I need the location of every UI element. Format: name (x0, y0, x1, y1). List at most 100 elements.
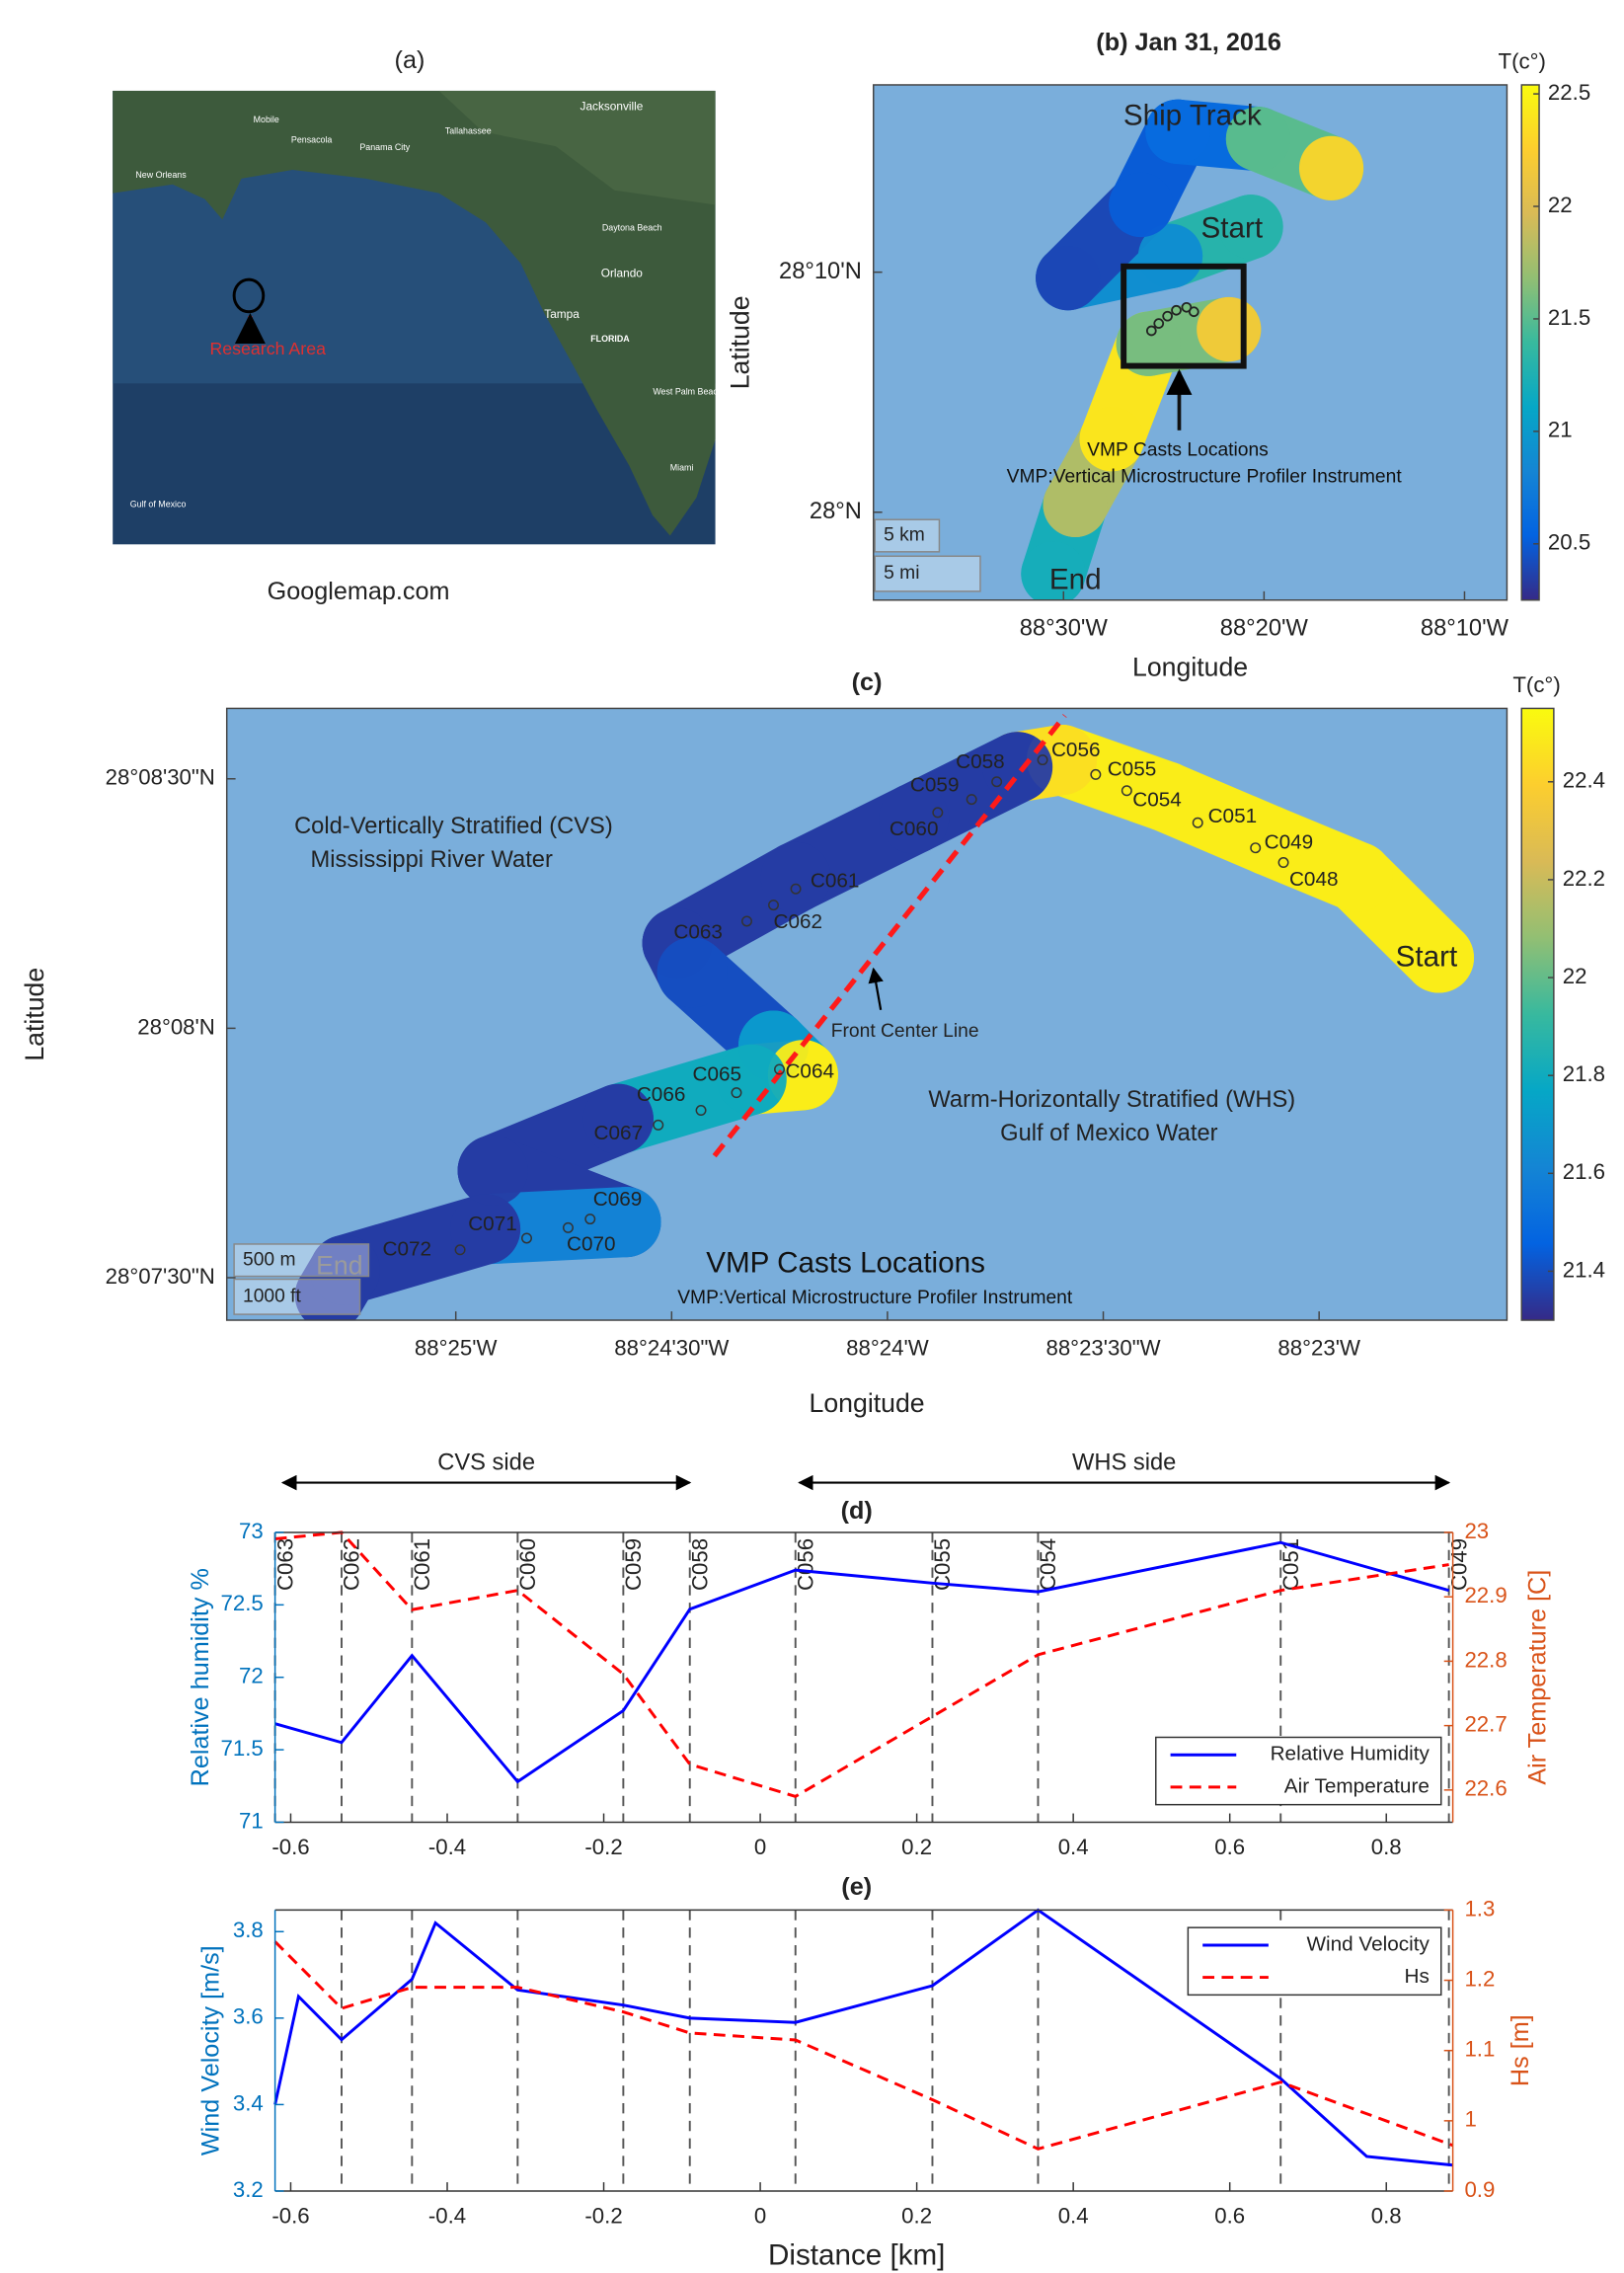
x-tick-label: 0.6 (1214, 2204, 1245, 2229)
series-line (274, 1540, 1450, 1784)
y-tick-label: 73 (239, 1519, 264, 1543)
x-tick-label: 0.8 (1371, 1835, 1402, 1859)
track-point (590, 1187, 661, 1258)
side-label: WHS side (1072, 1450, 1176, 1476)
cast-point (1250, 842, 1262, 854)
annotation: End (316, 1251, 362, 1281)
annotation: VMP:Vertical Microstructure Profiler Ins… (1007, 466, 1403, 487)
x-tick-label: 0.2 (901, 2204, 932, 2229)
series-line (273, 1940, 1454, 2151)
cast-point (1192, 817, 1203, 828)
y2-tick-label: 22.7 (1464, 1711, 1507, 1736)
track-point (657, 937, 728, 1008)
cast-point (1277, 857, 1289, 869)
axes-box (873, 84, 1508, 601)
x-tick-label: 0.6 (1214, 1835, 1245, 1859)
cast-label: C049 (1446, 1538, 1471, 1591)
x-axis-label: Longitude (1132, 652, 1248, 681)
y-tick-label: 28°07'30"N (106, 1264, 215, 1289)
panel-a: (a) New Orleans Mobile Pensacola Panama … (113, 46, 723, 605)
cast-point (454, 1244, 466, 1256)
legend-box (1155, 1736, 1442, 1806)
x-tick-label: 88°23'30"W (1045, 1336, 1160, 1361)
place-label: FLORIDA (590, 334, 630, 344)
track-point (1403, 922, 1475, 993)
cast-point (740, 915, 752, 927)
cast-label: C061 (410, 1538, 434, 1591)
track-point (1298, 135, 1364, 201)
cast-label: C051 (1208, 805, 1258, 827)
track-point (1145, 99, 1210, 164)
track-point (879, 783, 950, 854)
cast-label: C058 (687, 1538, 712, 1591)
place-label: Daytona Beach (602, 223, 662, 233)
x-tick-label: 88°25'W (415, 1336, 498, 1361)
colorbar-tick-label: 21 (1548, 418, 1573, 442)
place-label: Jacksonville (580, 99, 644, 113)
y2-tick-label: 1.3 (1464, 1896, 1495, 1920)
annotation: Start (1201, 212, 1264, 245)
y2-axis-label: Air Temperature [C] (1524, 1570, 1552, 1785)
cast-dot (1153, 318, 1165, 329)
panel-title: (a) (395, 46, 425, 74)
colorbar-tick-label: 21.6 (1563, 1159, 1605, 1184)
y-axis-label: Latitude (20, 968, 49, 1061)
y-tick-label: 28°10'N (779, 259, 862, 284)
legend-box (1187, 1926, 1442, 1997)
x-tick-label: -0.4 (428, 2204, 466, 2229)
track-point (1225, 107, 1291, 172)
ship-track (294, 714, 1475, 1321)
x-tick-label: -0.4 (428, 1835, 466, 1859)
y-axis-label: Latitude (725, 295, 754, 389)
x-axis-label: Distance [km] (768, 2239, 945, 2272)
cast-label: C061 (811, 869, 860, 892)
annotation: VMP Casts Locations (706, 1247, 985, 1280)
cast-point (966, 794, 977, 806)
chart-title: (d) (841, 1497, 873, 1525)
cast-label: C063 (673, 920, 723, 943)
track-point (457, 1135, 528, 1207)
track-point (449, 1194, 521, 1265)
side-label: CVS side (437, 1450, 535, 1476)
cast-point (562, 1221, 574, 1233)
track-point (1109, 172, 1174, 238)
track-point (582, 1083, 654, 1154)
x-tick-label: -0.2 (584, 1835, 622, 1859)
annotation: Mississippi River Water (310, 847, 552, 873)
place-label: Tallahassee (445, 126, 492, 136)
cast-label: C054 (1036, 1538, 1060, 1591)
legend-label: Relative Humidity (1271, 1743, 1431, 1765)
cast-label: C066 (637, 1083, 686, 1106)
x-tick-label: 0.8 (1371, 2204, 1402, 2229)
colorbar (1520, 707, 1555, 1321)
x-tick-label: 88°20'W (1220, 616, 1309, 642)
cast-label: C049 (1265, 831, 1314, 854)
chart-title: (e) (841, 1873, 872, 1901)
y2-axis-label: Hs [m] (1507, 2014, 1534, 2086)
scale-box (233, 1243, 370, 1278)
annotation: End (1049, 563, 1102, 595)
cast-label: C065 (693, 1062, 742, 1085)
cast-point (1037, 754, 1048, 766)
annotation: Start (1396, 941, 1458, 974)
x-tick-label: 0.2 (901, 1835, 932, 1859)
place-label: Gulf of Mexico (130, 500, 187, 509)
place-label: West Palm Beach (653, 387, 722, 397)
cast-point (774, 1063, 786, 1075)
y-axis-label: Relative humidity % (187, 1568, 214, 1786)
cast-point (584, 1214, 596, 1225)
cast-label: C067 (594, 1122, 644, 1144)
x-axis-label: Longitude (810, 1388, 925, 1418)
scale-label: 5 mi (884, 563, 919, 584)
track-point (1036, 245, 1101, 311)
x-tick-label: 0.4 (1058, 1835, 1089, 1859)
x-tick-label: 88°24'W (846, 1336, 929, 1361)
y2-tick-label: 0.9 (1464, 2177, 1495, 2202)
track-point (1129, 760, 1200, 832)
colorbar-tick-label: 21.8 (1563, 1061, 1605, 1086)
research-area-label: Research Area (209, 339, 326, 358)
track-point (767, 1040, 838, 1111)
cast-label: C060 (515, 1538, 540, 1591)
colorbar-tick-label: 22.2 (1563, 866, 1605, 891)
cast-label: C055 (1108, 757, 1157, 780)
